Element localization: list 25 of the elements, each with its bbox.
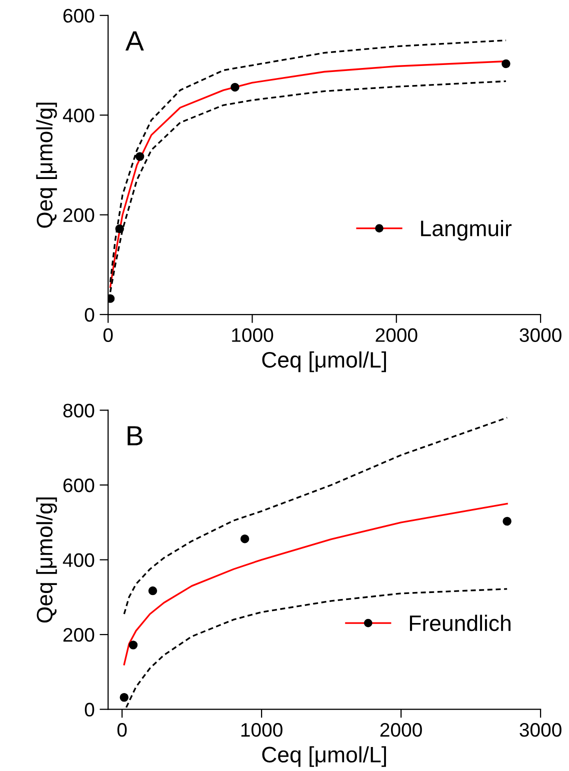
x-tick-label: 1000 <box>232 328 274 342</box>
x-tick-label: 0 <box>117 723 127 737</box>
x-axis-title: Ceq [μmol/L] <box>262 746 386 767</box>
x-tick-label: 2000 <box>376 328 418 342</box>
y-tick-label: 400 <box>62 553 94 568</box>
x-tick-label: 0 <box>103 328 113 342</box>
x-axis-title: Ceq [μmol/L] <box>262 351 386 372</box>
y-tick-label: 200 <box>63 628 94 642</box>
legend-label: Langmuir <box>421 220 512 241</box>
x-tick-label: 3000 <box>520 328 562 342</box>
y-tick-label: 600 <box>63 478 94 492</box>
annotation: B <box>128 426 142 446</box>
x-tick-label: 3000 <box>520 723 562 737</box>
y-tick-label: 200 <box>63 208 94 222</box>
y-tick-label: 800 <box>63 404 94 418</box>
y-tick-label: 600 <box>63 8 94 23</box>
legend-label: Freundlich <box>410 614 510 632</box>
annotation: A <box>125 31 144 51</box>
x-tick-label: 1000 <box>241 723 282 737</box>
x-tick-label: 2000 <box>380 723 422 737</box>
y-tick-label: 0 <box>84 702 94 717</box>
y-tick-label: 400 <box>62 108 94 122</box>
y-axis-title: Qeq [μmol/g] <box>36 102 57 228</box>
y-tick-label: 0 <box>84 308 94 322</box>
y-axis-title: Qeq [μmol/g] <box>36 498 57 623</box>
